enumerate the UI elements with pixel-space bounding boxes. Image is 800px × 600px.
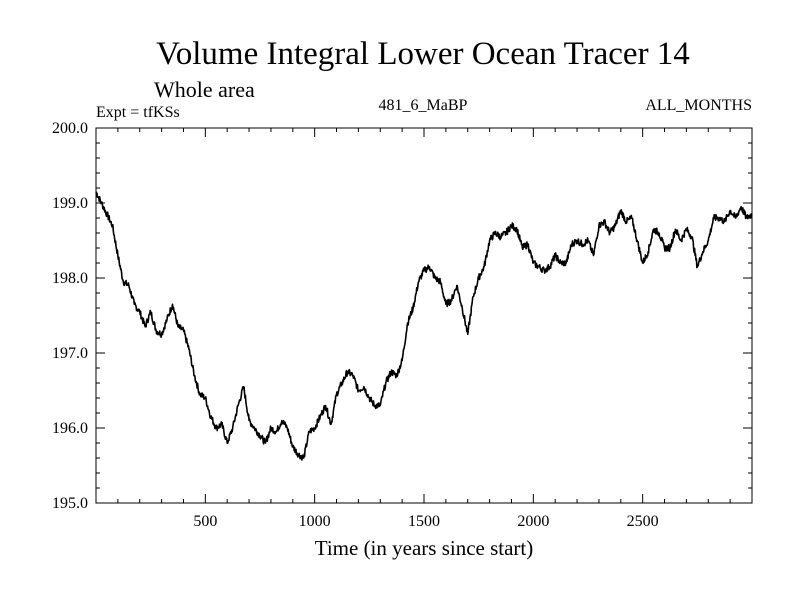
x-tick-label: 500	[193, 513, 217, 530]
experiment-label: Expt = tfKSs	[96, 104, 180, 121]
plot-frame	[95, 127, 753, 504]
x-tick-label: 2000	[517, 513, 549, 530]
tick-label-layer: 500 1000 1500 2000 2500 195.0 196.0 197.0 198.0 1…	[52, 120, 659, 530]
x-tick-label: 1000	[299, 513, 331, 530]
x-tick-label: 2500	[627, 513, 659, 530]
y-tick-label: 199.0	[52, 195, 88, 212]
chart-subtitle: Whole area	[154, 77, 255, 102]
tick-layer	[96, 127, 752, 504]
period-label: 481_6_MaBP	[379, 97, 468, 114]
months-label: ALL_MONTHS	[645, 97, 752, 114]
x-tick-label: 1500	[408, 513, 440, 530]
y-tick-label: 197.0	[52, 345, 88, 362]
y-tick-label: 200.0	[52, 120, 88, 137]
x-axis-label: Time (in years since start)	[315, 536, 534, 560]
chart-title: Volume Integral Lower Ocean Tracer 14	[156, 36, 690, 72]
y-tick-label: 196.0	[52, 420, 88, 437]
y-tick-label: 195.0	[52, 495, 88, 512]
series-line	[95, 191, 753, 461]
y-tick-label: 198.0	[52, 270, 88, 287]
